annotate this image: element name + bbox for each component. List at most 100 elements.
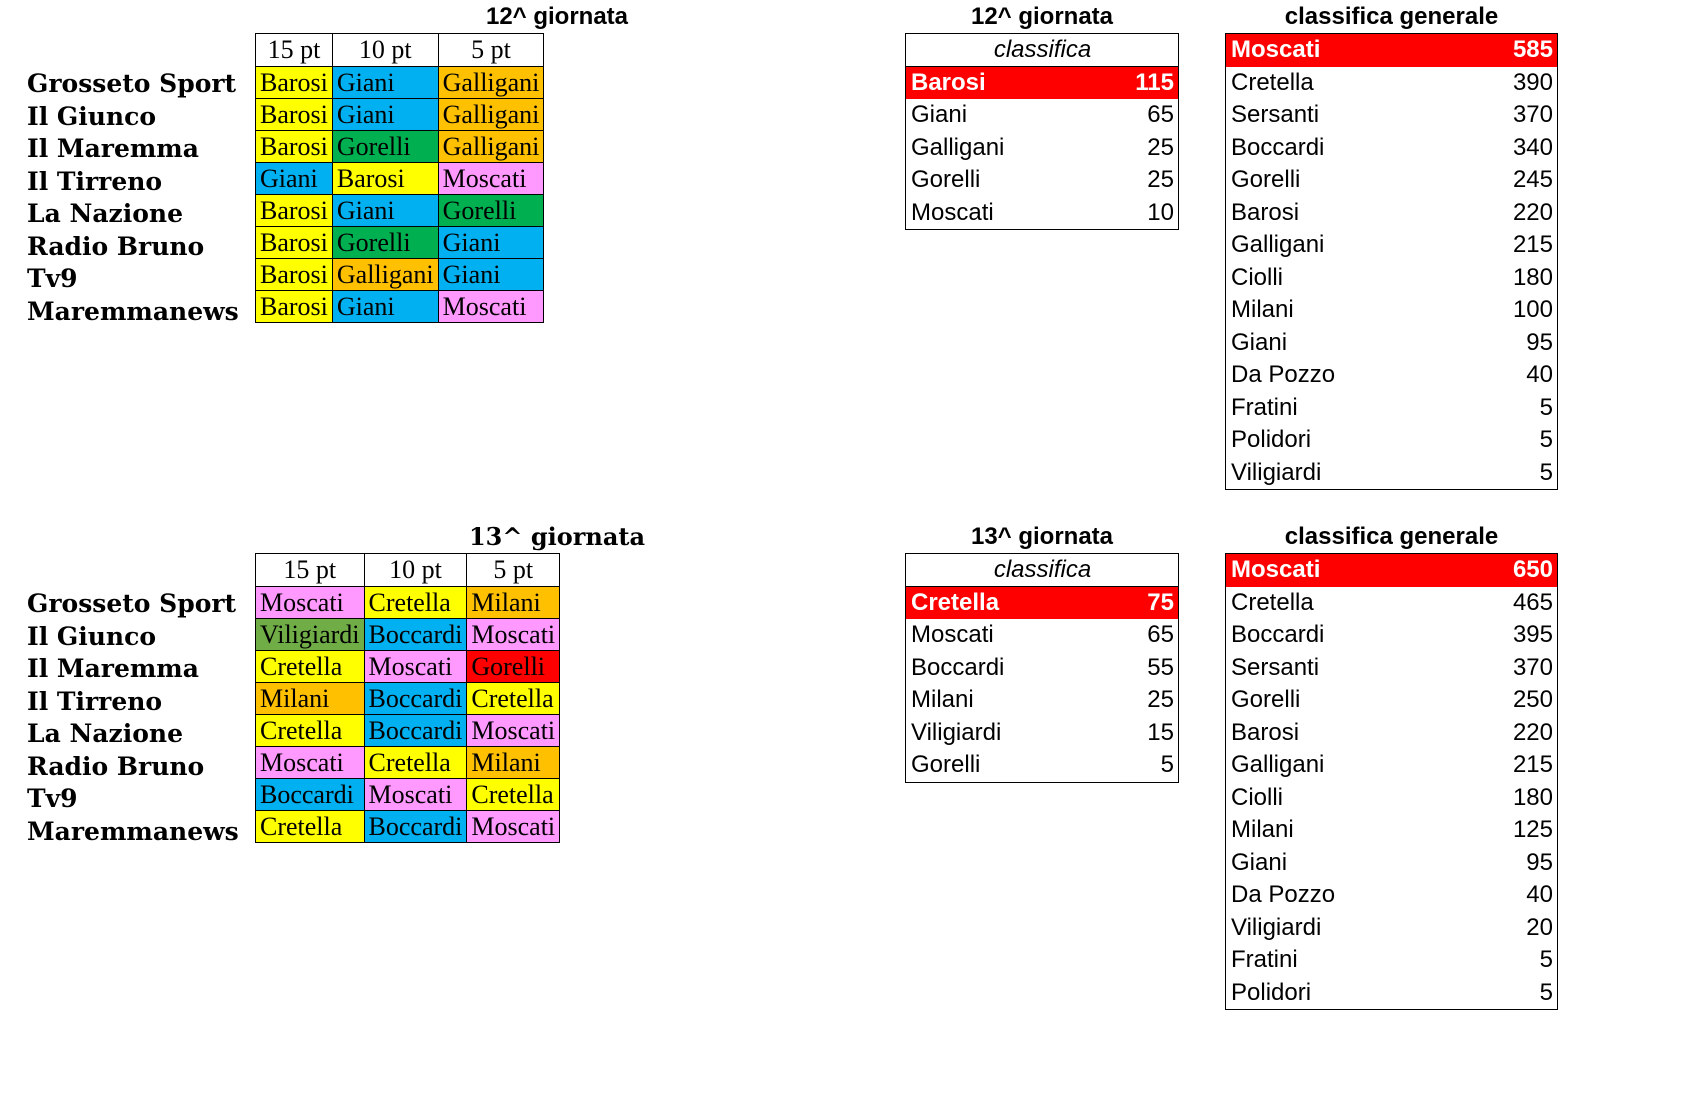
player-name: Galligani [1231, 751, 1325, 778]
player-points: 215 [1512, 231, 1553, 258]
generale-12-table: Moscati 585 Cretella 390 Sersanti 370 Boccardi… [1225, 33, 1558, 490]
player-name: Ciolli [1231, 783, 1284, 811]
player-name: Giani [1231, 848, 1288, 876]
ranking-row: Ciolli 180 [1226, 262, 1557, 295]
vote-cell: Gorelli [466, 650, 561, 683]
player-name: Cretella [1231, 588, 1314, 616]
vote-cell: Giani [331, 290, 439, 323]
media-outlet-tv9: Tv9 [27, 264, 78, 293]
vote-cell: Moscati [255, 746, 365, 779]
player-points: 40 [1526, 881, 1553, 908]
vote-cell: Boccardi [363, 810, 468, 843]
ranking-row: Cretella 390 [1226, 67, 1557, 100]
points-header: 10 pt [331, 33, 439, 67]
player-points: 5 [1160, 751, 1174, 778]
player-name: Boccardi [1231, 133, 1325, 161]
vote-cell: Gorelli [437, 194, 545, 227]
ranking-row: Milani 25 [906, 684, 1178, 717]
player-points: 650 [1512, 556, 1553, 583]
player-points: 65 [1147, 621, 1174, 648]
round-13-title: 13^ giornata [468, 522, 646, 551]
player-points: 5 [1539, 393, 1553, 421]
media-list-13: Grosseto Sport Il Giunco Il Maremma Il Tirr… [27, 588, 239, 848]
vote-cell: Moscati [466, 714, 561, 747]
player-name: Barosi [911, 68, 986, 96]
vote-row: Barosi Galligani Giani [255, 258, 545, 291]
ranking-row: Sersanti 370 [1226, 99, 1557, 132]
ranking-row: Giani 95 [1226, 327, 1557, 360]
ranking-row: Gorelli 25 [906, 164, 1178, 197]
vote-cell: Giani [331, 98, 439, 131]
vote-cell: Cretella [363, 586, 468, 619]
player-points: 65 [1147, 101, 1174, 128]
player-name: Da Pozzo [1231, 881, 1336, 908]
ranking-row: Galligani 215 [1226, 749, 1557, 782]
player-points: 395 [1512, 621, 1553, 648]
generale-12-title: classifica generale [1284, 3, 1499, 30]
ranking-row: Gorelli 250 [1226, 684, 1557, 717]
vote-cell: Galligani [331, 258, 439, 291]
player-name: Barosi [1231, 718, 1300, 746]
ranking-row: Barosi 220 [1226, 197, 1557, 230]
vote-cell: Cretella [255, 650, 365, 683]
vote-row: Cretella Boccardi Moscati [255, 810, 561, 843]
vote-cell: Cretella [255, 714, 365, 747]
player-points: 25 [1147, 166, 1174, 193]
vote-row: Barosi Giani Galligani [255, 98, 545, 131]
points-header: 15 pt [255, 553, 365, 587]
ranking-row: Viligiardi 15 [906, 717, 1178, 750]
media-outlet-grosseto-sport: Grosseto Sport [27, 589, 237, 618]
vote-row: Milani Boccardi Cretella [255, 682, 561, 715]
player-name: Sersanti [1231, 101, 1320, 128]
vote-cell: Giani [437, 258, 545, 291]
vote-cell: Moscati [437, 162, 545, 195]
media-outlet-radio-bruno: Radio Bruno [27, 231, 205, 261]
classifica-13-table: classifica Cretella 75 Moscati 65 Boccardi 55 M… [905, 553, 1179, 783]
player-points: 25 [1147, 686, 1174, 713]
points-header: 5 pt [466, 553, 561, 587]
media-outlet-maremmanews: Maremmanews [27, 296, 239, 326]
player-points: 250 [1512, 686, 1553, 713]
player-name: Giani [1231, 328, 1288, 356]
media-outlet-il-tirreno: Il Tirreno [27, 686, 163, 716]
ranking-row: Polidori 5 [1226, 977, 1557, 1010]
media-outlet-il-maremma: Il Maremma [27, 654, 199, 683]
ranking-row: Milani 100 [1226, 294, 1557, 327]
player-points: 215 [1512, 751, 1553, 778]
vote-cell: Giani [255, 162, 333, 195]
vote-cell: Giani [331, 66, 439, 99]
votes-table-13: 15 pt 10 pt 5 pt Moscati Cretella Milani Vilig… [255, 553, 561, 843]
classifica-subtitle: classifica [906, 554, 1178, 587]
player-points: 180 [1512, 783, 1553, 811]
ranking-row: Ciolli 180 [1226, 782, 1557, 815]
vote-cell: Milani [466, 586, 561, 619]
media-outlet-tv9: Tv9 [27, 784, 78, 813]
media-outlet-il-maremma: Il Maremma [27, 134, 199, 163]
vote-cell: Viligiardi [255, 618, 365, 651]
player-points: 95 [1526, 848, 1553, 876]
player-points: 245 [1512, 166, 1553, 193]
vote-cell: Boccardi [363, 682, 468, 715]
player-name: Sersanti [1231, 653, 1320, 681]
player-name: Polidori [1231, 978, 1312, 1006]
player-points: 25 [1147, 133, 1174, 161]
ranking-leader-row: Moscati 585 [1226, 34, 1557, 67]
points-header: 5 pt [437, 33, 545, 67]
player-name: Milani [911, 686, 974, 713]
vote-row: Moscati Cretella Milani [255, 586, 561, 619]
player-name: Viligiardi [1231, 458, 1322, 486]
ranking-row: Boccardi 55 [906, 652, 1178, 685]
ranking-row: Giani 65 [906, 99, 1178, 132]
media-outlet-maremmanews: Maremmanews [27, 816, 239, 846]
player-points: 125 [1512, 816, 1553, 843]
ranking-row: Boccardi 340 [1226, 132, 1557, 165]
player-points: 585 [1512, 36, 1553, 63]
player-name: Gorelli [911, 166, 981, 193]
player-points: 115 [1135, 68, 1174, 96]
player-points: 180 [1512, 263, 1553, 291]
media-outlet-il-tirreno: Il Tirreno [27, 166, 163, 196]
vote-cell: Barosi [255, 66, 333, 99]
points-header-row: 15 pt 10 pt 5 pt [255, 33, 545, 67]
vote-cell: Boccardi [255, 778, 365, 811]
vote-cell: Moscati [466, 618, 561, 651]
